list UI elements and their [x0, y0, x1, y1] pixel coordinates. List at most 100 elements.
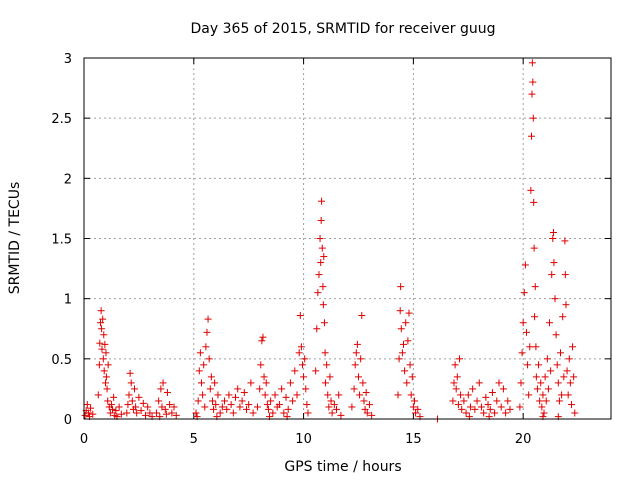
data-point [159, 379, 167, 387]
data-point [101, 340, 109, 348]
data-point [192, 409, 200, 417]
data-point [123, 409, 131, 417]
data-point [211, 379, 219, 387]
data-point [484, 401, 492, 409]
axis-ticks [83, 57, 611, 420]
data-point [324, 391, 332, 399]
data-point [291, 367, 299, 375]
data-point [84, 409, 92, 417]
data-point [128, 397, 136, 405]
data-point [528, 132, 536, 140]
data-point [348, 403, 356, 411]
data-point [565, 355, 573, 363]
data-point [104, 397, 112, 405]
data-point [361, 405, 369, 413]
data-point [269, 409, 277, 417]
data-point [289, 397, 297, 405]
data-point [115, 403, 123, 411]
data-point [109, 405, 117, 413]
data-point [395, 355, 403, 363]
data-point [207, 373, 215, 381]
data-point [454, 401, 462, 409]
y-tick-label: 3 [64, 52, 72, 67]
data-point [506, 405, 514, 413]
data-point [561, 237, 569, 245]
data-point [284, 405, 292, 413]
data-point [497, 403, 505, 411]
data-point [227, 401, 235, 409]
data-point [318, 197, 326, 205]
data-point [258, 337, 266, 345]
data-point [326, 373, 334, 381]
data-point [567, 401, 575, 409]
data-point [553, 361, 561, 369]
chart-title: Day 365 of 2015, SRMTID for receiver guu… [191, 21, 496, 37]
data-point [405, 309, 413, 317]
data-point [89, 410, 97, 418]
x-tick-label: 0 [80, 432, 88, 447]
data-point [196, 349, 204, 357]
data-point [199, 391, 207, 399]
data-point [504, 397, 512, 405]
data-point [163, 389, 171, 397]
data-point [466, 403, 474, 411]
data-point [234, 385, 242, 393]
data-point [96, 339, 104, 347]
data-point [365, 401, 373, 409]
data-point [410, 397, 418, 405]
data-point [543, 355, 551, 363]
data-point [104, 361, 112, 369]
data-point [144, 403, 152, 411]
data-point [499, 385, 507, 393]
data-point [205, 355, 213, 363]
data-point [520, 289, 528, 297]
data-point [112, 407, 120, 415]
data-point [540, 409, 548, 417]
data-point [95, 361, 103, 369]
data-point [333, 405, 341, 413]
data-point [257, 361, 265, 369]
data-point [225, 391, 233, 399]
data-point [232, 393, 240, 401]
data-point [480, 409, 488, 417]
data-point [394, 391, 402, 399]
data-point [530, 198, 538, 206]
data-point [229, 409, 237, 417]
data-point [464, 391, 472, 399]
data-point [528, 59, 536, 67]
data-point [402, 319, 410, 327]
data-point [320, 253, 328, 261]
y-tick-label: 2 [64, 172, 72, 187]
data-point [263, 401, 271, 409]
y-tick-label: 2.5 [51, 112, 72, 127]
data-point [214, 391, 222, 399]
data-point [517, 379, 525, 387]
tick-labels: 0 5 10 15 20 0 0.5 1 1.5 2 2.5 3 [51, 52, 531, 447]
data-point [541, 373, 549, 381]
data-point [260, 373, 268, 381]
data-point [126, 369, 134, 377]
data-point [396, 307, 404, 315]
data-point [458, 405, 466, 413]
data-point [535, 361, 543, 369]
data-point [368, 411, 376, 419]
data-point [397, 325, 405, 333]
data-point [102, 379, 110, 387]
data-point [313, 325, 321, 333]
data-point [297, 343, 305, 351]
data-point [529, 78, 537, 86]
data-point [546, 319, 554, 327]
data-point [318, 244, 326, 252]
data-point [212, 401, 220, 409]
data-points [81, 59, 579, 423]
data-point [524, 361, 532, 369]
data-point [319, 283, 327, 291]
data-point [194, 397, 202, 405]
data-point [133, 409, 141, 417]
data-point [262, 379, 270, 387]
x-axis-label: GPS time / hours [284, 459, 401, 475]
data-point [206, 385, 214, 393]
data-point [453, 373, 461, 381]
data-point [98, 325, 106, 333]
